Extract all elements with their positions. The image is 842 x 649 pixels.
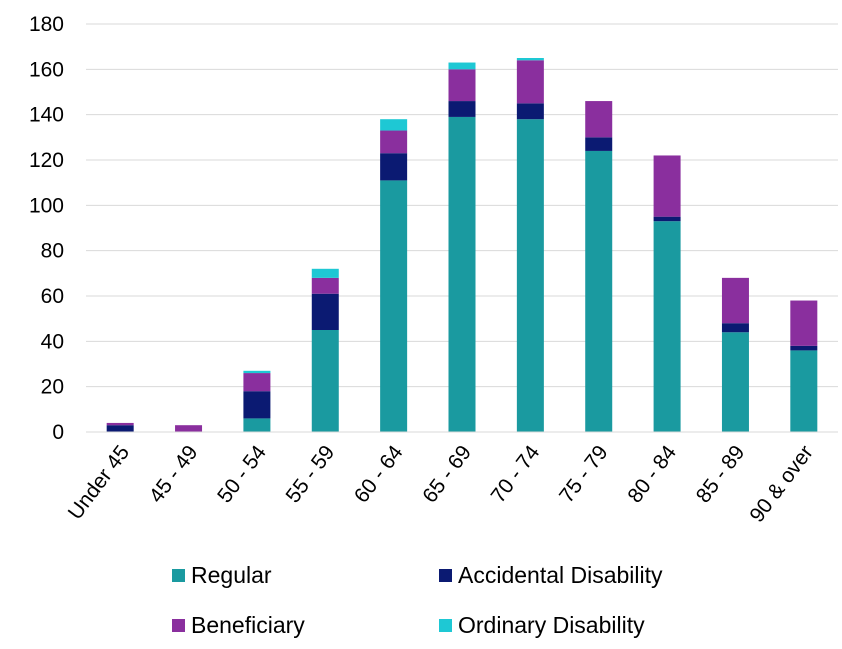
legend-item: Accidental Disability (439, 562, 663, 588)
x-axis-tick-labels: Under 45 45 - 49 50 - 54 55 - 59 60 - 64 65 -… (64, 441, 818, 527)
bar-segment (448, 69, 476, 102)
bar-segment (585, 101, 613, 138)
bar-segment (448, 62, 476, 70)
bar-stack (311, 268, 339, 432)
bar-segment (106, 422, 134, 426)
bar-segment (243, 391, 271, 419)
legend-label: Beneficiary (191, 612, 305, 638)
y-axis-tick-labels: 0 20 40 60 80 100 120 140 160 180 (29, 13, 64, 444)
y-tick-label: 180 (29, 13, 64, 36)
x-tick-label: 85 - 89 (692, 441, 750, 507)
bar-segment (311, 330, 339, 432)
x-tick-label: 80 - 84 (623, 441, 681, 507)
bar-segment (243, 418, 271, 432)
bar-stack (585, 101, 613, 432)
x-tick-label: 45 - 49 (145, 441, 203, 507)
bar-segment (721, 323, 749, 333)
y-tick-label: 140 (29, 104, 64, 127)
legend-item: Beneficiary (172, 612, 305, 638)
y-tick-label: 100 (29, 194, 64, 217)
bar-segment (380, 153, 408, 181)
bar-segment (380, 180, 408, 432)
bar-stack (721, 277, 749, 432)
bar-segment (653, 221, 681, 432)
legend-swatch (439, 569, 452, 582)
legend-label: Regular (191, 562, 272, 588)
bar-segment (175, 425, 203, 432)
bar-segment (448, 101, 476, 117)
y-tick-label: 40 (41, 330, 64, 353)
bar-stack (175, 425, 203, 432)
bar-segment (311, 293, 339, 330)
bar-segment (448, 116, 476, 432)
bar-segment (106, 425, 134, 432)
legend-label: Ordinary Disability (458, 612, 645, 638)
legend: Regular Accidental Disability Beneficiary O… (172, 562, 663, 638)
legend-item: Regular (172, 562, 272, 588)
bar-stack (790, 300, 818, 432)
bar-segment (380, 119, 408, 131)
bar-segment (380, 130, 408, 154)
bars (106, 58, 818, 432)
x-tick-label: 50 - 54 (213, 441, 271, 507)
legend-swatch (172, 569, 185, 582)
x-tick-label: Under 45 (64, 441, 134, 524)
bar-segment (790, 350, 818, 432)
bar-segment (585, 150, 613, 432)
x-tick-label: 75 - 79 (555, 441, 613, 507)
bar-stack (448, 62, 476, 432)
bar-segment (653, 216, 681, 222)
legend-swatch (439, 619, 452, 632)
bar-stack (653, 155, 681, 432)
legend-swatch (172, 619, 185, 632)
bar-segment (721, 277, 749, 324)
bar-segment (311, 268, 339, 278)
bar-segment (516, 119, 544, 432)
legend-item: Ordinary Disability (439, 612, 645, 638)
y-tick-label: 160 (29, 58, 64, 81)
bar-stack (380, 119, 408, 432)
bar-stack (243, 370, 271, 432)
y-tick-label: 0 (52, 421, 64, 444)
bar-segment (243, 373, 271, 392)
bar-stack (516, 58, 544, 432)
x-tick-label: 55 - 59 (282, 441, 340, 507)
bar-segment (516, 58, 544, 61)
bar-segment (585, 137, 613, 151)
x-tick-label: 60 - 64 (350, 441, 408, 507)
y-tick-label: 20 (41, 376, 64, 399)
bar-stack (106, 422, 134, 432)
bar-segment (653, 155, 681, 217)
x-tick-label: 70 - 74 (487, 441, 545, 507)
x-tick-label: 90 & over (745, 441, 817, 527)
x-tick-label: 65 - 69 (418, 441, 476, 507)
bar-segment (243, 370, 271, 374)
bar-segment (516, 60, 544, 104)
bar-segment (790, 300, 818, 346)
bar-segment (721, 332, 749, 432)
legend-label: Accidental Disability (458, 562, 663, 588)
y-tick-label: 120 (29, 149, 64, 172)
bar-segment (516, 103, 544, 120)
y-tick-label: 80 (41, 240, 64, 263)
y-tick-label: 60 (41, 285, 64, 308)
bar-segment (790, 345, 818, 351)
bar-segment (311, 277, 339, 294)
